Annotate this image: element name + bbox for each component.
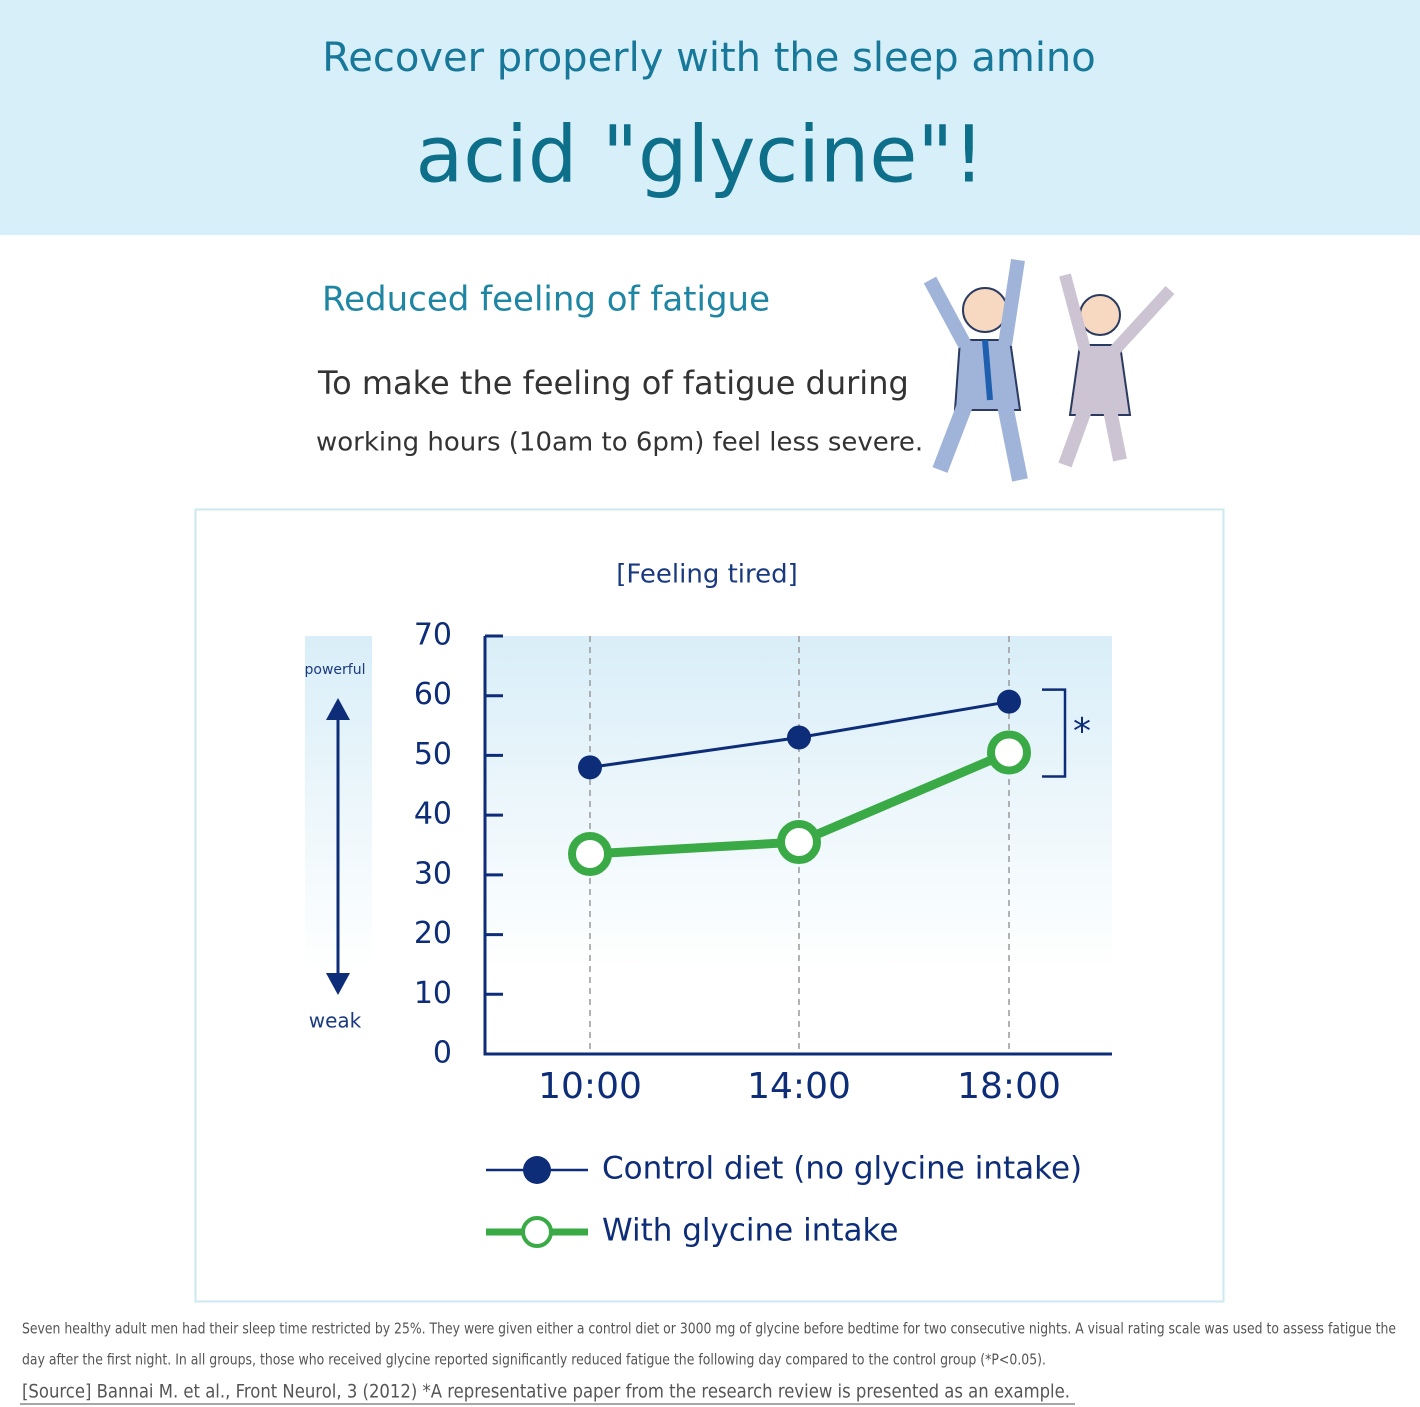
header-band: [0, 0, 1420, 235]
y-tick-label: 70: [414, 618, 452, 653]
axes: [483, 636, 1112, 1056]
chart-title: [Feeling tired]: [616, 560, 798, 590]
data-point: [568, 831, 612, 876]
data-point: [578, 755, 602, 780]
legend-marker: [521, 1216, 553, 1248]
x-tick-label: 18:00: [957, 1066, 1061, 1107]
x-tick-label: 10:00: [538, 1066, 642, 1107]
y-tick-label: 60: [414, 677, 452, 712]
chart-frame: [194, 508, 1225, 1303]
legend-label: With glycine intake: [602, 1213, 898, 1249]
data-point: [787, 725, 811, 750]
section-heading: Reduced feeling of fatigue: [322, 280, 770, 320]
y-tick-label: 30: [414, 856, 452, 891]
source: [Source] Bannai M. et al., Front Neurol,…: [22, 1381, 1070, 1403]
body-line2: working hours (10am to 6pm) feel less se…: [316, 428, 923, 458]
legend-marker: [523, 1156, 551, 1184]
scale-arrow: [326, 698, 350, 995]
y-tick-label: 0: [433, 1036, 452, 1071]
x-tick-label: 14:00: [747, 1066, 851, 1107]
title-line2: acid "glycine"!: [415, 110, 984, 200]
illustration: [923, 258, 1175, 482]
axis-top-label: powerful: [305, 662, 366, 678]
data-point: [987, 730, 1031, 775]
significance-bracket: [1042, 688, 1067, 778]
footnote-line1: Seven healthy adult men had their sleep …: [22, 1320, 1396, 1338]
y-tick-label: 10: [414, 976, 452, 1011]
y-tick-label: 20: [414, 916, 452, 951]
y-tick-label: 40: [414, 797, 452, 832]
body-line1: To make the feeling of fatigue during: [317, 364, 909, 402]
axis-bottom-label: weak: [309, 1009, 362, 1033]
legend-label: Control diet (no glycine intake): [602, 1151, 1082, 1187]
significance-mark: *: [1073, 711, 1091, 752]
y-tick-label: 50: [414, 737, 452, 772]
data-point: [997, 689, 1021, 714]
footnote-line2: day after the first night. In all groups…: [22, 1351, 1046, 1369]
title-line1: Recover properly with the sleep amino: [322, 35, 1096, 81]
data-point: [777, 820, 821, 865]
